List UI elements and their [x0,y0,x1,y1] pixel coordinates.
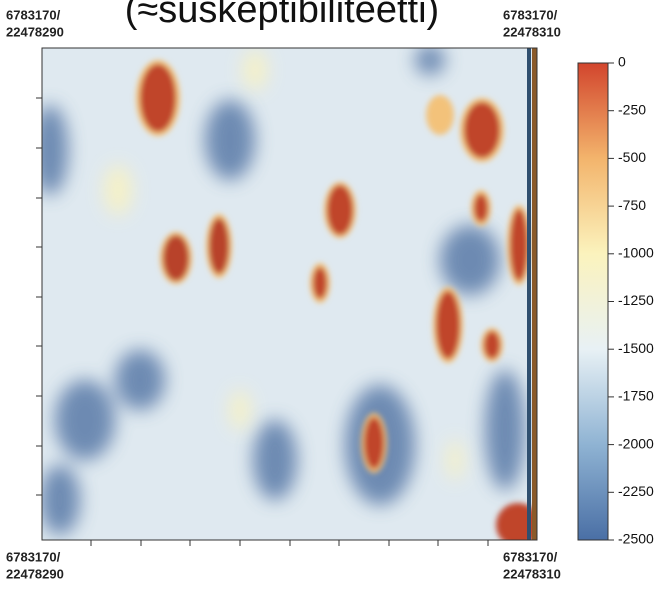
colorbar [577,62,609,541]
corner-label: 22478290 [6,566,64,581]
colorbar-tick-label: -1000 [618,245,654,261]
colorbar-tick-label: -2500 [618,531,654,547]
colorbar-tick-label: -1750 [618,388,654,404]
colorbar-tick-label: -1500 [618,340,654,356]
corner-label: 22478310 [503,24,561,39]
title: (≈suskeptibiliteetti) [125,0,439,31]
colorbar-tick-label: -250 [618,101,646,117]
corner-label: 22478310 [503,566,561,581]
colorbar-tick-label: -1250 [618,292,654,308]
axis-ticks [36,97,489,546]
corner-label: 6783170/ [503,7,558,22]
corner-label: 22478290 [6,24,64,39]
colorbar-tick-label: -2250 [618,483,654,499]
colorbar-tick-label: 0 [618,54,626,70]
corner-label: 6783170/ [503,549,558,564]
corner-label: 6783170/ [6,7,61,22]
colorbar-tick-label: -2000 [618,435,654,451]
heatmap [42,48,537,540]
colorbar-tick-label: -750 [618,197,646,213]
colorbar-tick-label: -500 [618,149,646,165]
corner-label: 6783170/ [6,549,61,564]
